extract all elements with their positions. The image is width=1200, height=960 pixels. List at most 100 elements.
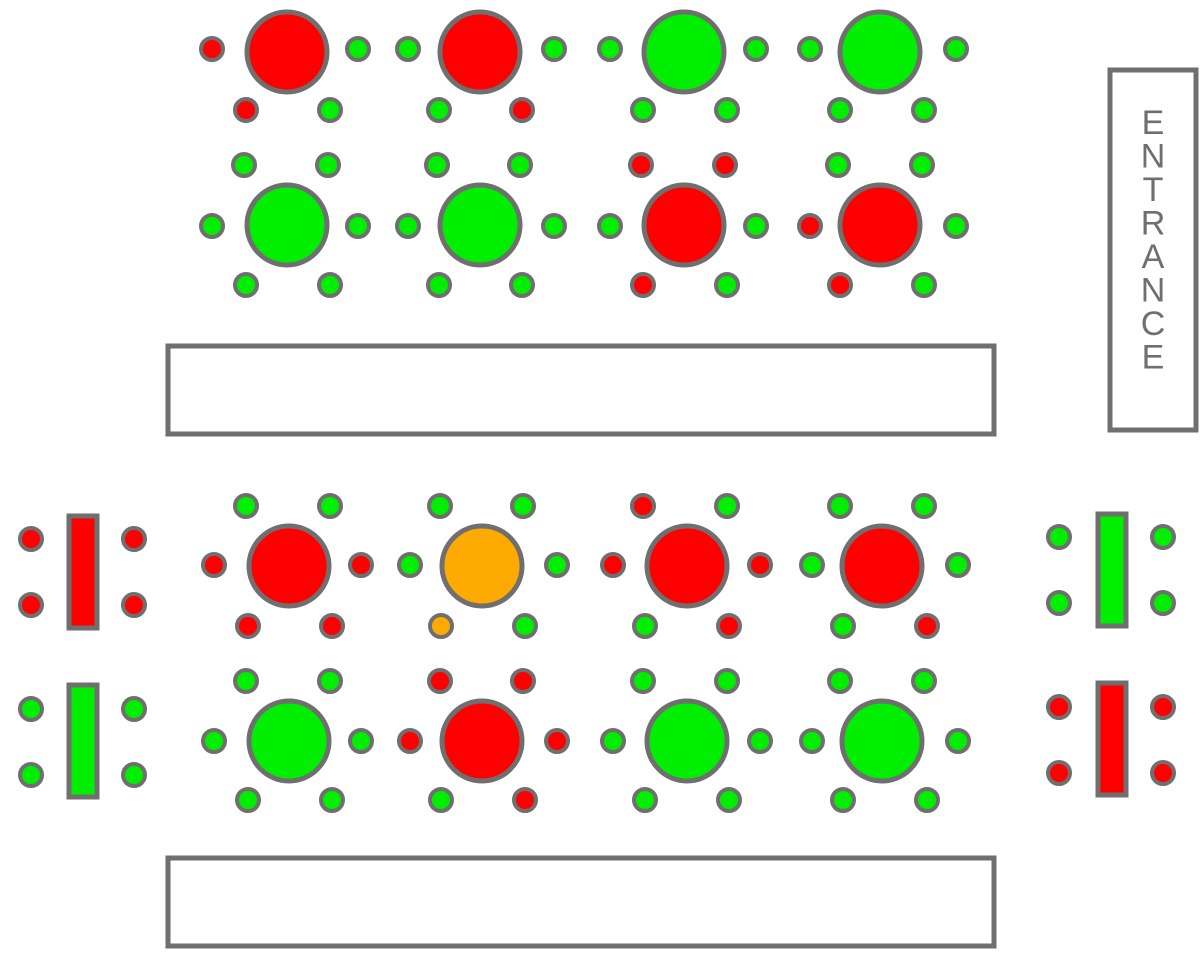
table-7-seat-2[interactable] xyxy=(712,152,738,178)
table-9-top[interactable] xyxy=(246,523,332,609)
table-3-seat-4[interactable] xyxy=(714,97,740,123)
table-13-seat-6[interactable] xyxy=(319,787,345,813)
table-10-seat-1[interactable] xyxy=(427,493,453,519)
table-5-seat-2[interactable] xyxy=(315,152,341,178)
table-14-seat-5[interactable] xyxy=(428,787,454,813)
table-9-seat-2[interactable] xyxy=(317,493,343,519)
table-12-seat-3[interactable] xyxy=(799,552,825,578)
table-16-seat-1[interactable] xyxy=(827,668,853,694)
table-6-seat-5[interactable] xyxy=(426,272,452,298)
table-16-seat-4[interactable] xyxy=(945,728,971,754)
table-10-seat-4[interactable] xyxy=(544,552,570,578)
table-4-seat-4[interactable] xyxy=(911,97,937,123)
table-3[interactable] xyxy=(597,9,769,123)
table-12-seat-2[interactable] xyxy=(911,493,937,519)
table-14-seat-4[interactable] xyxy=(544,728,570,754)
table-8-seat-1[interactable] xyxy=(825,152,851,178)
table-9-seat-5[interactable] xyxy=(235,613,261,639)
table-15-seat-1[interactable] xyxy=(630,668,656,694)
table-3-seat-1[interactable] xyxy=(597,36,623,62)
table-10-seat-6[interactable] xyxy=(512,613,538,639)
table-15-seat-6[interactable] xyxy=(716,787,742,813)
table-9[interactable] xyxy=(201,493,374,639)
entrance-box[interactable] xyxy=(1107,67,1199,433)
table-11-seat-2[interactable] xyxy=(714,493,740,519)
table-7-top[interactable] xyxy=(641,182,727,268)
table-14-seat-2[interactable] xyxy=(510,668,536,694)
table-17-seat-3[interactable] xyxy=(18,592,44,618)
table-8-top[interactable] xyxy=(837,182,923,268)
table-7-seat-6[interactable] xyxy=(714,272,740,298)
table-11-seat-6[interactable] xyxy=(716,613,742,639)
table-19-top[interactable] xyxy=(1095,511,1129,629)
table-4-top[interactable] xyxy=(837,9,923,95)
table-11-seat-4[interactable] xyxy=(747,552,773,578)
table-11-top[interactable] xyxy=(644,523,730,609)
table-3-top[interactable] xyxy=(641,9,727,95)
table-13-seat-2[interactable] xyxy=(317,668,343,694)
table-14-seat-6[interactable] xyxy=(512,787,538,813)
table-11-seat-5[interactable] xyxy=(632,613,658,639)
table-14[interactable] xyxy=(397,668,570,813)
table-4[interactable] xyxy=(797,9,969,123)
table-15-seat-4[interactable] xyxy=(747,728,773,754)
table-1-seat-1[interactable] xyxy=(199,36,225,62)
table-11-seat-1[interactable] xyxy=(630,493,656,519)
table-12-seat-1[interactable] xyxy=(827,493,853,519)
table-18-seat-3[interactable] xyxy=(18,762,44,788)
table-20-top[interactable] xyxy=(1095,680,1129,798)
table-10-seat-5[interactable] xyxy=(428,613,454,639)
table-7-seat-1[interactable] xyxy=(628,152,654,178)
table-17-seat-2[interactable] xyxy=(121,526,147,552)
table-12-seat-5[interactable] xyxy=(830,613,856,639)
table-6-seat-4[interactable] xyxy=(541,213,567,239)
table-4-seat-2[interactable] xyxy=(943,36,969,62)
table-14-seat-1[interactable] xyxy=(427,668,453,694)
table-20-seat-1[interactable] xyxy=(1046,694,1072,720)
table-4-seat-3[interactable] xyxy=(827,97,853,123)
table-3-seat-2[interactable] xyxy=(743,36,769,62)
table-4-seat-1[interactable] xyxy=(797,36,823,62)
table-20[interactable] xyxy=(1046,680,1176,798)
table-16-seat-3[interactable] xyxy=(799,728,825,754)
table-9-seat-4[interactable] xyxy=(348,552,374,578)
table-14-seat-3[interactable] xyxy=(397,728,423,754)
table-8[interactable] xyxy=(797,152,969,298)
table-15-seat-5[interactable] xyxy=(632,787,658,813)
table-9-seat-1[interactable] xyxy=(233,493,259,519)
table-19-seat-1[interactable] xyxy=(1046,524,1072,550)
table-20-seat-2[interactable] xyxy=(1150,694,1176,720)
table-2-seat-3[interactable] xyxy=(426,97,452,123)
table-20-seat-4[interactable] xyxy=(1150,760,1176,786)
table-11[interactable] xyxy=(600,493,773,639)
table-1-seat-3[interactable] xyxy=(233,97,259,123)
table-2-seat-2[interactable] xyxy=(541,36,567,62)
table-13-seat-4[interactable] xyxy=(348,728,374,754)
table-5-seat-3[interactable] xyxy=(199,213,225,239)
table-16[interactable] xyxy=(799,668,971,813)
table-18[interactable] xyxy=(18,682,147,800)
table-18-seat-1[interactable] xyxy=(18,696,44,722)
table-5-seat-1[interactable] xyxy=(231,152,257,178)
table-7-seat-5[interactable] xyxy=(630,272,656,298)
table-8-seat-2[interactable] xyxy=(909,152,935,178)
table-16-seat-5[interactable] xyxy=(830,787,856,813)
table-18-top[interactable] xyxy=(66,682,100,800)
table-14-top[interactable] xyxy=(439,698,525,784)
table-12-top[interactable] xyxy=(839,523,925,609)
table-16-seat-6[interactable] xyxy=(914,787,940,813)
table-15-seat-3[interactable] xyxy=(600,728,626,754)
table-1[interactable] xyxy=(199,9,371,123)
table-16-seat-2[interactable] xyxy=(911,668,937,694)
table-2-top[interactable] xyxy=(437,9,523,95)
table-6-seat-6[interactable] xyxy=(509,272,535,298)
table-17-seat-4[interactable] xyxy=(121,592,147,618)
table-8-seat-6[interactable] xyxy=(911,272,937,298)
table-6-seat-1[interactable] xyxy=(424,152,450,178)
table-8-seat-3[interactable] xyxy=(797,213,823,239)
table-15-top[interactable] xyxy=(644,698,730,784)
table-9-seat-6[interactable] xyxy=(319,613,345,639)
table-1-seat-2[interactable] xyxy=(345,36,371,62)
table-13-seat-5[interactable] xyxy=(235,787,261,813)
table-10-top[interactable] xyxy=(439,523,525,609)
